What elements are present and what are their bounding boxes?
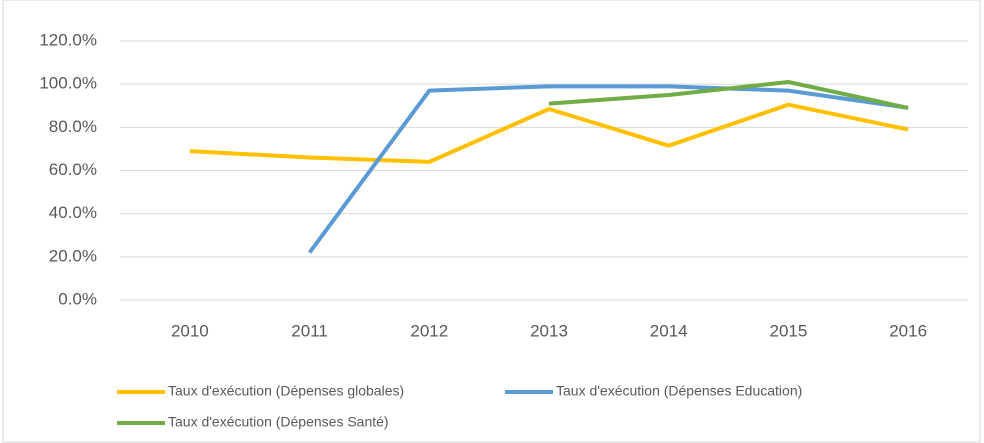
series-line bbox=[307, 84, 909, 254]
x-tick-label: 2010 bbox=[171, 321, 209, 340]
x-tick-label: 2014 bbox=[650, 321, 688, 340]
x-tick-label: 2011 bbox=[291, 321, 328, 340]
y-tick-label: 120.0% bbox=[39, 30, 97, 49]
y-tick-label: 80.0% bbox=[49, 117, 97, 136]
y-tick-label: 0.0% bbox=[58, 289, 97, 308]
y-tick-label: 60.0% bbox=[49, 160, 97, 179]
legend-label: Taux d'exécution (Dépenses Santé) bbox=[168, 414, 389, 430]
x-tick-label: 2013 bbox=[530, 321, 568, 340]
x-tick-label: 2015 bbox=[770, 321, 808, 340]
series-line bbox=[548, 80, 909, 110]
x-tick-label: 2016 bbox=[889, 321, 927, 340]
y-tick-label: 40.0% bbox=[49, 203, 97, 222]
legend-label: Taux d'exécution (Dépenses Education) bbox=[556, 383, 802, 399]
x-tick-label: 2012 bbox=[410, 321, 448, 340]
y-tick-label: 20.0% bbox=[49, 246, 97, 265]
y-tick-label: 100.0% bbox=[39, 74, 97, 93]
legend-label: Taux d'exécution (Dépenses globales) bbox=[168, 383, 404, 399]
series-line bbox=[189, 102, 909, 164]
